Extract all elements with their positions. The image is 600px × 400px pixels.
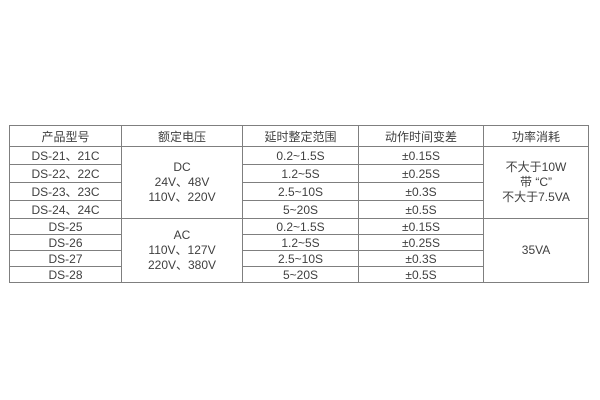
col-header-delay-range: 延时整定范围: [242, 125, 359, 147]
cell-variation: ±0.15S: [358, 146, 484, 165]
cell-model: DS-28: [9, 266, 122, 283]
cell-range: 2.5~10S: [242, 182, 359, 201]
cell-model: DS-24、24C: [9, 200, 122, 219]
voltage-line: 24V、48V: [154, 175, 210, 189]
cell-range: 5~20S: [242, 200, 359, 219]
col-header-power-consumption: 功率消耗: [483, 125, 589, 147]
cell-range: 2.5~10S: [242, 250, 359, 267]
cell-variation: ±0.3S: [358, 182, 484, 201]
cell-model: DS-22、22C: [9, 164, 122, 183]
cell-variation: ±0.15S: [358, 218, 484, 235]
cell-variation: ±0.5S: [358, 266, 484, 283]
table-row: DS-21、21C DC 24V、48V 110V、220V 0.2~1.5S …: [9, 146, 589, 219]
cell-rated-voltage-ac: AC 110V、127V 220V、380V: [121, 218, 243, 283]
cell-variation: ±0.25S: [358, 164, 484, 183]
voltage-line: 110V、220V: [148, 190, 216, 204]
power-line: 35VA: [521, 243, 551, 257]
cell-rated-voltage-dc: DC 24V、48V 110V、220V: [121, 146, 243, 219]
cell-range: 0.2~1.5S: [242, 218, 359, 235]
cell-model: DS-25: [9, 218, 122, 235]
col-header-product-model: 产品型号: [9, 125, 122, 147]
cell-variation: ±0.3S: [358, 250, 484, 267]
cell-model: DS-21、21C: [9, 146, 122, 165]
cell-power-consumption-dc: 不大于10W 带 “C” 不大于7.5VA: [483, 146, 589, 219]
cell-range: 0.2~1.5S: [242, 146, 359, 165]
cell-variation: ±0.25S: [358, 234, 484, 251]
col-header-time-variation: 动作时间变差: [358, 125, 484, 147]
table-row: DS-23、23C 2.5~10S ±0.3S: [9, 182, 589, 201]
table-row: DS-26 1.2~5S ±0.25S: [9, 234, 589, 251]
voltage-line: DC: [173, 160, 191, 174]
power-line: 不大于7.5VA: [502, 190, 570, 204]
cell-variation: ±0.5S: [358, 200, 484, 219]
cell-model: DS-27: [9, 250, 122, 267]
voltage-line: 110V、127V: [148, 243, 216, 257]
header-row: 产品型号 额定电压 延时整定范围 动作时间变差 功率消耗: [9, 125, 589, 147]
table-row: DS-27 2.5~10S ±0.3S: [9, 250, 589, 267]
power-line: 不大于10W: [505, 160, 567, 174]
voltage-line: 220V、380V: [147, 258, 217, 272]
cell-range: 5~20S: [242, 266, 359, 283]
col-header-rated-voltage: 额定电压: [121, 125, 243, 147]
cell-model: DS-26: [9, 234, 122, 251]
cell-model: DS-23、23C: [9, 182, 122, 201]
cell-range: 1.2~5S: [242, 234, 359, 251]
cell-range: 1.2~5S: [242, 164, 359, 183]
relay-spec-table: 产品型号 额定电压 延时整定范围 动作时间变差 功率消耗 DS-21、21C D…: [9, 125, 589, 283]
cell-power-consumption-ac: 35VA: [483, 218, 589, 283]
table-row: DS-25 AC 110V、127V 220V、380V 0.2~1.5S ±0…: [9, 218, 589, 283]
power-line: 带 “C”: [520, 175, 552, 189]
table-row: DS-28 5~20S ±0.5S: [9, 266, 589, 283]
voltage-line: AC: [173, 228, 191, 242]
